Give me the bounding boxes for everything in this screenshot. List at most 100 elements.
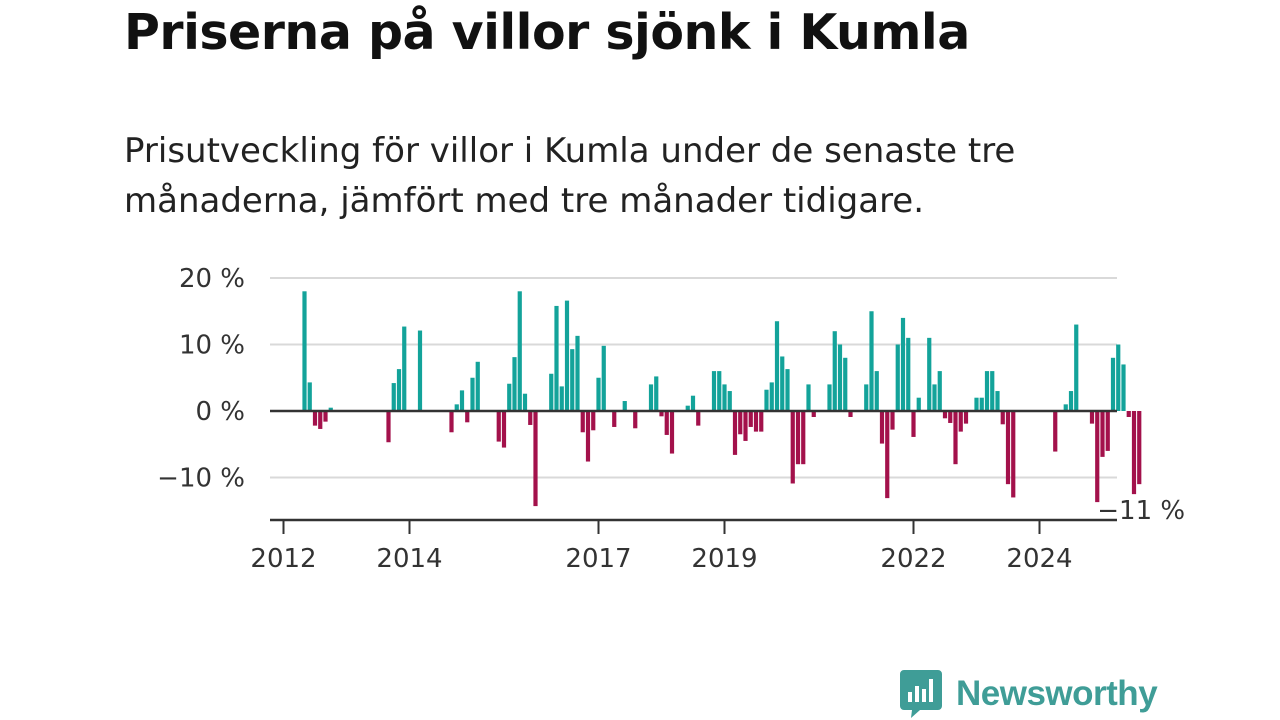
- bar: [685, 405, 690, 411]
- bar: [1095, 411, 1100, 503]
- bar: [906, 337, 911, 411]
- bar: [312, 411, 318, 426]
- bar: [465, 411, 470, 423]
- bar: [669, 411, 675, 454]
- bar: [386, 411, 391, 443]
- bar: [396, 369, 402, 411]
- bar: [1000, 411, 1005, 425]
- bar: [1131, 411, 1137, 495]
- latest-value-label: −11 %: [1097, 496, 1185, 526]
- newsworthy-chart-bubble-icon: [900, 670, 942, 718]
- bar: [570, 349, 575, 411]
- x-tick-label: 2019: [691, 544, 757, 574]
- bar: [1116, 344, 1121, 411]
- y-tick-label: −10 %: [157, 464, 245, 494]
- bar: [717, 371, 722, 411]
- bar: [916, 397, 921, 411]
- bar: [528, 411, 533, 425]
- bar: [302, 291, 307, 411]
- bar: [533, 411, 538, 507]
- bar: [764, 389, 769, 411]
- bar: [496, 411, 501, 442]
- bar: [879, 411, 885, 444]
- bar: [596, 377, 601, 411]
- bar: [900, 317, 906, 411]
- bar: [664, 411, 669, 435]
- bar: [549, 373, 554, 411]
- bar: [622, 401, 627, 411]
- y-tick-label: 10 %: [179, 331, 245, 361]
- bar: [753, 411, 759, 432]
- bar: [1110, 357, 1116, 411]
- bar: [1126, 411, 1131, 417]
- bar: [1121, 364, 1126, 411]
- bar: [517, 291, 522, 411]
- y-axis-ticks: 20 % 10 % 0 % −10 %: [157, 264, 245, 494]
- bar: [932, 384, 937, 411]
- bar: [564, 300, 570, 411]
- bar: [942, 411, 948, 419]
- bar: [864, 384, 869, 411]
- bar: [1068, 391, 1074, 411]
- bar: [848, 411, 853, 417]
- bar: [874, 371, 879, 411]
- bar: [953, 411, 958, 465]
- bar: [990, 371, 995, 411]
- bar: [780, 356, 785, 411]
- bar: [995, 391, 1000, 411]
- bar: [501, 411, 507, 448]
- bar: [1063, 404, 1068, 411]
- bar: [1137, 411, 1142, 485]
- bar: [827, 384, 832, 411]
- bar: [654, 376, 659, 411]
- bar: [937, 371, 942, 411]
- bar: [507, 383, 512, 411]
- x-tick-label: 2012: [250, 544, 316, 574]
- bar: [769, 382, 774, 411]
- bar: [895, 344, 900, 411]
- bar: [806, 384, 811, 411]
- bar: [743, 411, 748, 441]
- bar: [1053, 411, 1058, 452]
- bar: [580, 411, 585, 433]
- bar-chart: 20 % 10 % 0 % −10 % 2012 2014 2017 2019 2022 202…: [157, 264, 1186, 574]
- y-tick-label: 20 %: [179, 264, 245, 294]
- bar: [554, 305, 559, 411]
- bar: [984, 371, 990, 411]
- bar: [738, 411, 743, 435]
- bar: [748, 411, 753, 427]
- bar: [449, 411, 454, 433]
- x-tick-label: 2022: [880, 544, 946, 574]
- bar: [785, 369, 790, 411]
- bar: [559, 386, 564, 411]
- bar: [837, 344, 843, 411]
- bar: [927, 337, 932, 411]
- chart-title: Priserna på villor sjönk i Kumla: [124, 4, 970, 61]
- bar: [759, 411, 764, 432]
- bar: [811, 411, 816, 417]
- gridlines: [270, 277, 1117, 479]
- axes: [270, 409, 1117, 522]
- bar: [1074, 324, 1079, 411]
- bar: [843, 357, 848, 411]
- bar: [328, 407, 333, 411]
- bar: [575, 335, 580, 411]
- bar: [979, 397, 984, 411]
- bar: [585, 411, 591, 462]
- bar: [323, 411, 328, 422]
- bar: [801, 411, 806, 465]
- bar: [391, 383, 396, 411]
- bar: [659, 411, 664, 417]
- bar: [885, 411, 890, 499]
- bar: [633, 411, 638, 429]
- y-tick-label: 0 %: [195, 397, 245, 427]
- x-axis-ticks: 2012 2014 2017 2019 2022 2024: [250, 520, 1073, 574]
- bar: [958, 411, 963, 432]
- bar: [911, 411, 916, 437]
- bar: [732, 411, 738, 455]
- chart-subtitle: Prisutveckling för villor i Kumla under …: [124, 131, 1016, 221]
- newsworthy-logo-text: Newsworthy: [956, 674, 1158, 713]
- bar: [648, 384, 654, 411]
- bar: [307, 382, 312, 411]
- bar: [522, 393, 528, 411]
